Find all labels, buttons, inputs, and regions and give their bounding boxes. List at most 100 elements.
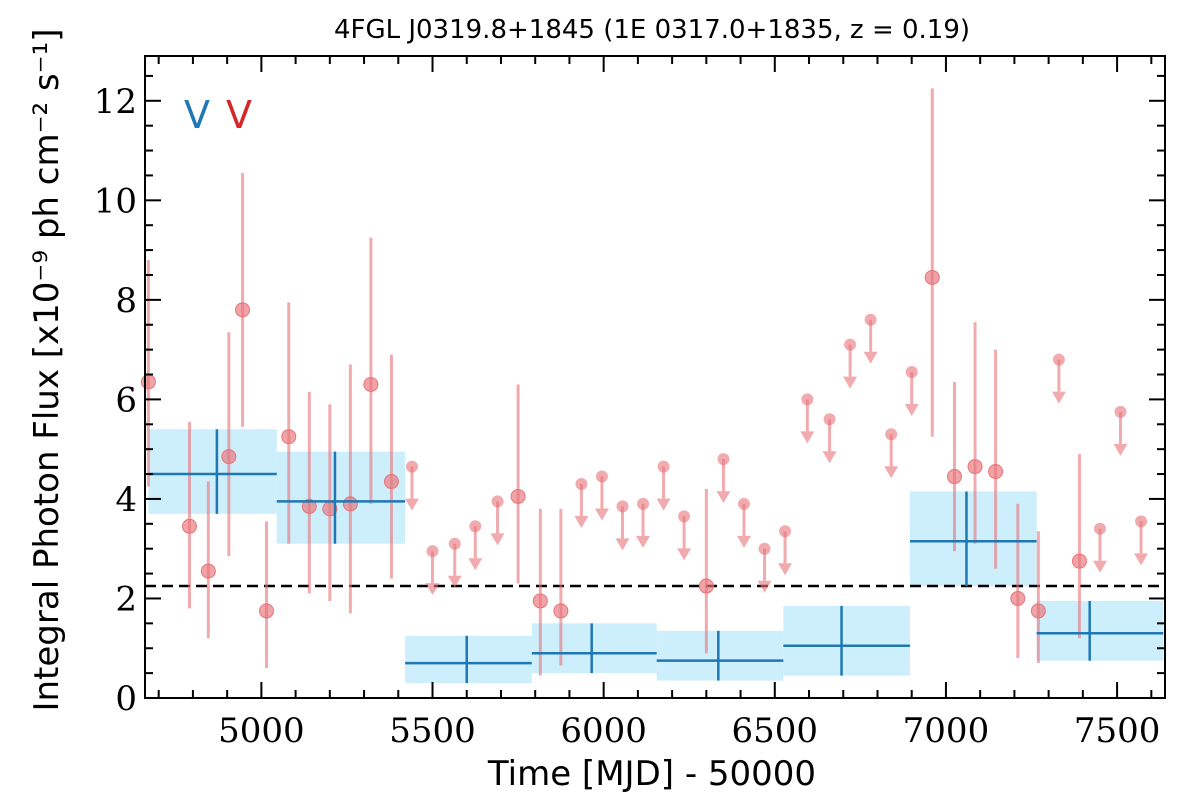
upper-limit-point: [637, 497, 650, 510]
upper-limit-point: [657, 460, 670, 473]
upper-limit-arrow: [447, 575, 462, 588]
upper-limit-arrow: [800, 431, 815, 444]
upper-limit-arrow: [594, 508, 609, 521]
upper-limit-point: [779, 525, 792, 538]
axes-frame: [144, 55, 1166, 699]
x-tick-label: 5500: [389, 711, 476, 751]
upper-limit-arrow: [1113, 443, 1128, 456]
data-point: [221, 449, 237, 465]
bin-band: [656, 630, 784, 681]
x-tick-label: 5000: [218, 711, 305, 751]
upper-limit-arrow: [757, 580, 772, 593]
upper-limit-arrow: [404, 498, 419, 511]
data-point: [259, 603, 275, 619]
upper-limit-arrow: [843, 376, 858, 389]
upper-limit-arrow: [1134, 553, 1149, 566]
data-point: [1010, 590, 1026, 606]
upper-limit-point: [575, 478, 588, 490]
bin-band: [1036, 600, 1164, 661]
upper-limit-arrow: [1092, 560, 1107, 573]
data-point: [510, 488, 526, 504]
upper-limit-point: [1093, 522, 1106, 535]
bin-band: [531, 623, 657, 674]
marker-v-red: V: [226, 93, 252, 137]
data-point: [532, 593, 548, 609]
data-point: [200, 563, 216, 579]
upper-limit-arrow: [822, 451, 837, 464]
data-point: [924, 269, 940, 285]
y-tick-label: 8: [115, 281, 137, 321]
upper-limit-point: [1135, 515, 1148, 528]
upper-limit-point: [469, 520, 482, 533]
axis-ticks: 5000 5500 6000 6500 7000 7500 0 2 4 6 8 10 12: [94, 56, 1165, 751]
x-tick-label: 7000: [903, 711, 990, 751]
data-point: [1030, 603, 1046, 619]
y-axis-label: Integral Photon Flux [x10⁻⁹ ph cm⁻² s⁻¹]: [27, 28, 67, 711]
upper-limit-point: [595, 470, 608, 483]
binned-flux-bands: [148, 429, 1164, 684]
bin-band: [405, 635, 532, 684]
data-point: [301, 498, 317, 514]
x-tick-label: 6500: [732, 711, 819, 751]
upper-limit-arrow: [716, 491, 731, 504]
y-tick-label: 2: [115, 579, 137, 619]
y-tick-label: 6: [115, 380, 137, 420]
y-tick-label: 12: [94, 82, 137, 122]
data-point: [363, 376, 379, 392]
upper-limit-point: [448, 537, 461, 550]
data-point: [383, 474, 399, 490]
bin-band: [148, 429, 277, 514]
upper-limit-point: [864, 313, 877, 326]
upper-limit-arrow: [490, 533, 505, 546]
upper-limit-point: [678, 510, 691, 523]
upper-limit-point: [405, 460, 418, 473]
data-point: [181, 518, 197, 534]
y-tick-label: 0: [115, 679, 137, 719]
data-point: [698, 578, 714, 594]
plot-frame: [144, 55, 1166, 699]
upper-limit-point: [616, 500, 629, 513]
data-point: [342, 496, 358, 512]
y-tick-label: 4: [115, 480, 137, 520]
upper-limit-point: [1114, 405, 1127, 418]
chart-title: 4FGL J0319.8+1845 (1E 0317.0+1835, z = 0…: [334, 15, 970, 45]
data-point: [140, 374, 156, 390]
upper-limit-point: [758, 542, 771, 555]
upper-limit-point: [426, 545, 439, 558]
upper-limit-arrow: [736, 535, 751, 548]
upper-limit-point: [885, 428, 898, 441]
marker-v-blue: V: [184, 93, 210, 137]
data-point: [988, 464, 1004, 480]
upper-limit-point: [1052, 353, 1065, 366]
data-points-group: [140, 88, 1149, 676]
upper-limit-arrow: [615, 538, 630, 551]
upper-limit-point: [801, 393, 814, 406]
upper-limit-arrow: [574, 516, 589, 528]
y-tick-label: 10: [94, 181, 137, 221]
upper-limit-point: [717, 453, 730, 466]
data-point: [553, 603, 569, 619]
upper-limit-arrow: [1051, 391, 1066, 404]
bin-band: [276, 451, 406, 544]
upper-limit-arrow: [863, 351, 878, 364]
bin-band: [783, 605, 910, 676]
bin-band: [910, 491, 1037, 587]
x-tick-label: 6000: [560, 711, 647, 751]
upper-limit-arrow: [636, 535, 651, 548]
upper-limit-point: [823, 413, 836, 426]
x-axis-label: Time [MJD] - 50000: [487, 754, 816, 794]
data-point: [946, 469, 962, 485]
upper-limit-arrow: [904, 404, 919, 417]
upper-limit-arrow: [677, 548, 692, 561]
data-point: [235, 302, 251, 318]
upper-limit-point: [844, 338, 857, 351]
upper-limit-arrow: [468, 558, 483, 571]
data-point: [281, 429, 297, 445]
upper-limit-arrow: [778, 563, 793, 576]
x-tick-label: 7500: [1074, 711, 1161, 751]
upper-limit-point: [905, 366, 918, 379]
upper-limit-point: [737, 497, 750, 510]
upper-limit-point: [491, 495, 504, 508]
data-point: [967, 459, 983, 475]
